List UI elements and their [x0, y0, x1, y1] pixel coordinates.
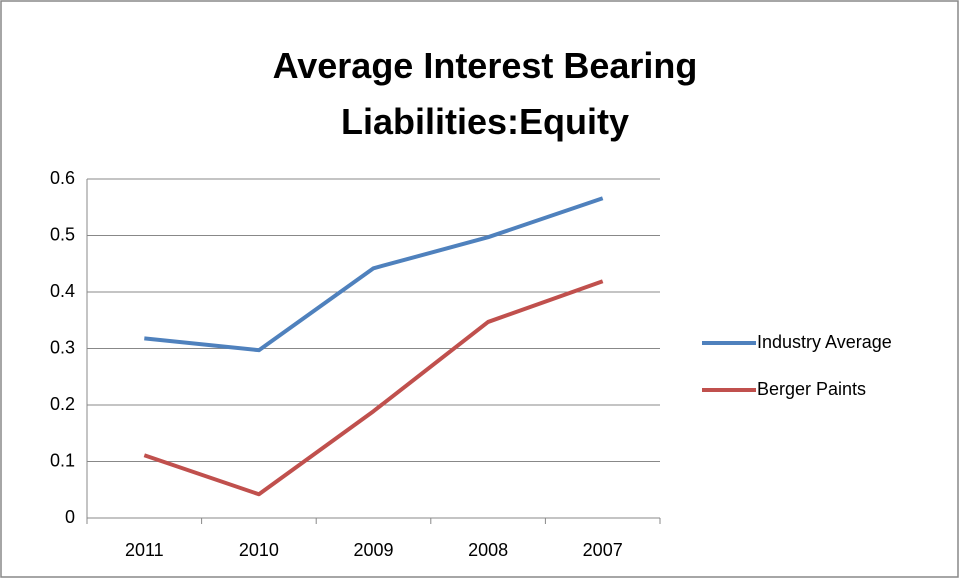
y-tick-label: 0.1 — [50, 450, 75, 470]
y-tick-label: 0.4 — [50, 281, 75, 301]
y-tick-label: 0.2 — [50, 394, 75, 414]
y-tick-label: 0.3 — [50, 337, 75, 357]
x-tick-label: 2009 — [353, 540, 393, 560]
y-tick-label: 0 — [65, 507, 75, 527]
y-tick-label: 0.6 — [50, 168, 75, 188]
y-tick-label: 0.5 — [50, 224, 75, 244]
x-tick-label: 2008 — [468, 540, 508, 560]
legend-label: Berger Paints — [757, 379, 866, 399]
x-tick-label: 2011 — [125, 540, 164, 560]
legend-label: Industry Average — [757, 332, 892, 352]
x-tick-label: 2010 — [239, 540, 279, 560]
series-line — [144, 196, 604, 353]
chart-title: Average Interest Bearing Liabilities:Equ… — [272, 45, 698, 142]
x-tick-label: 2007 — [583, 540, 623, 560]
series-line — [143, 279, 604, 497]
